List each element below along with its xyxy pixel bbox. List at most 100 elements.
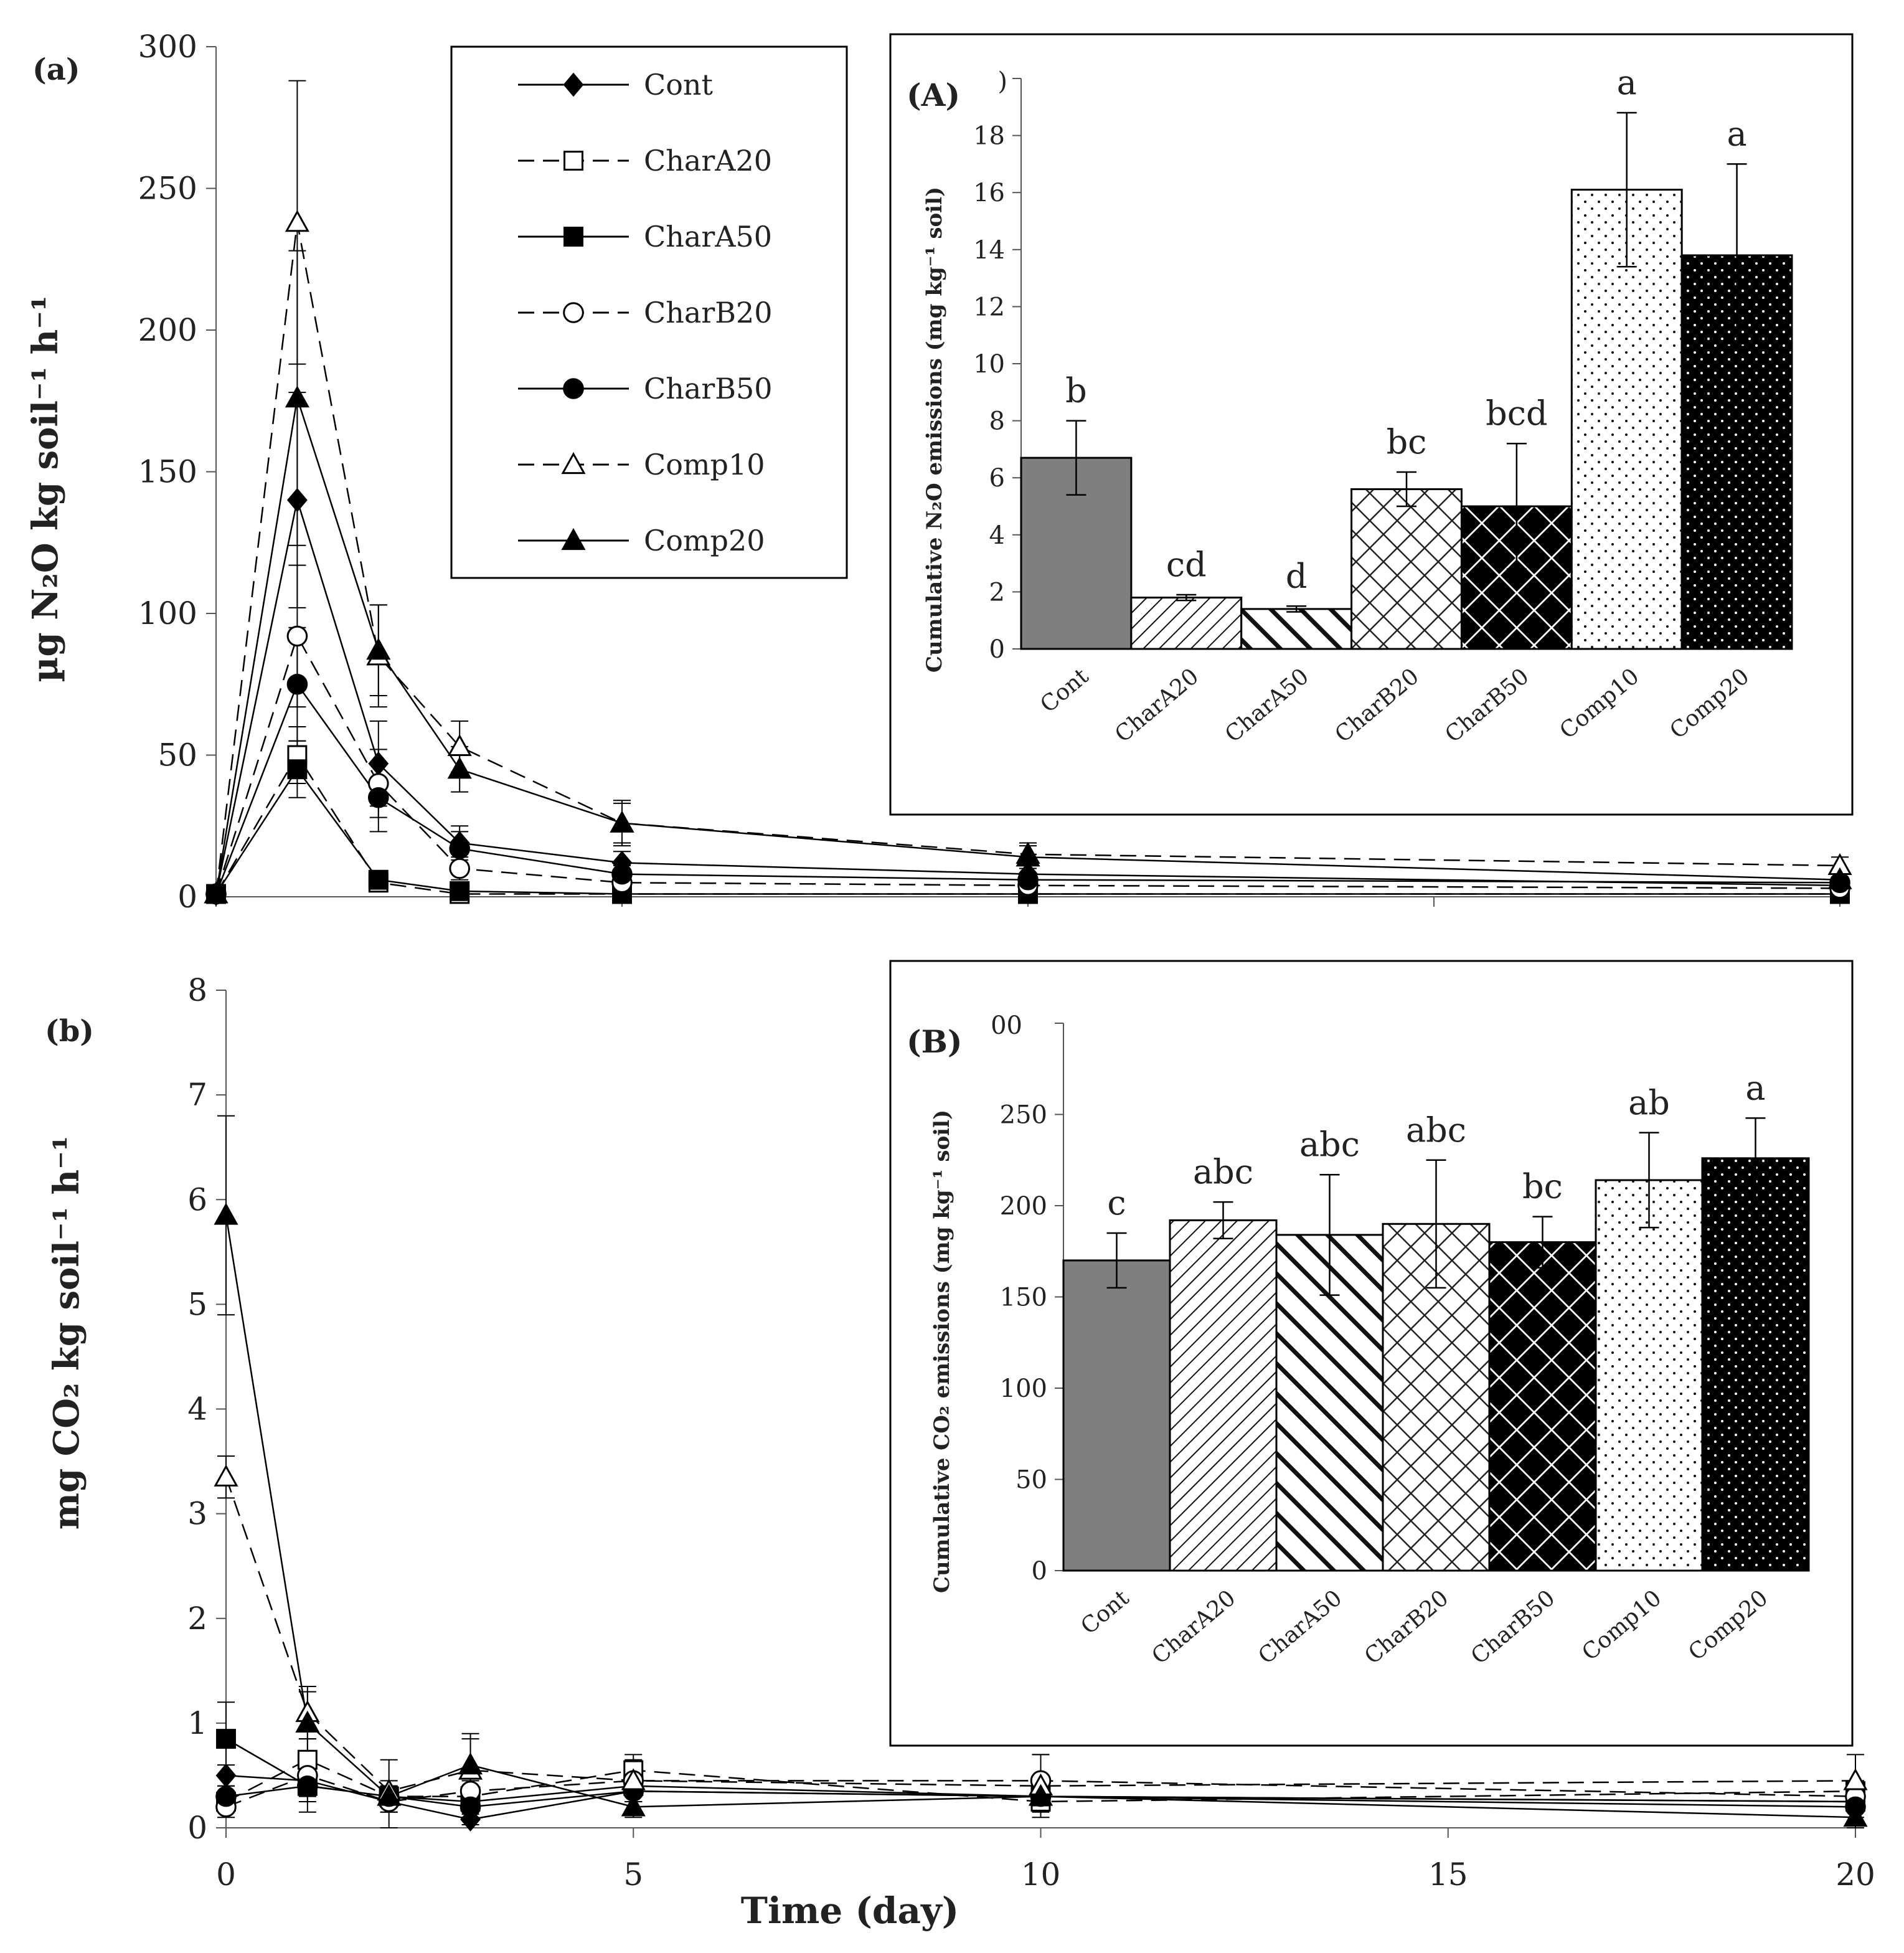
panel-b-y-tick-label: 6 [187, 1181, 207, 1218]
inset-A-y-tick-label: 4 [989, 521, 1005, 550]
inset-B-letter-cont: c [1107, 1183, 1126, 1222]
panel-a-point-comp20 [1827, 867, 1852, 889]
inset-B-bar-chara20 [1169, 1219, 1278, 1572]
panel-b-point-chara50 [216, 1729, 236, 1749]
panel-a-y-tick-label: 250 [138, 171, 197, 207]
panel-b-y-tick-label: 5 [187, 1286, 207, 1322]
legend-entries: Cont CharA20 CharA50 CharB20 CharB50 Comp10 Co… [518, 68, 773, 557]
panel-b-y-tick-label: 4 [187, 1391, 207, 1427]
inset-A-y-tick-label: 14 [973, 236, 1005, 265]
panel-a-point-cont [286, 488, 308, 513]
panel-a-point-chara50 [287, 759, 308, 780]
panel-a-label: (a) [32, 52, 80, 87]
panel-b-y-tick-label: 0 [187, 1810, 207, 1846]
panel-a-point-charb50 [1017, 869, 1039, 891]
inset-A-letter-chara20: cd [1166, 545, 1207, 584]
legend-marker-chara50 [563, 227, 583, 247]
panel-b-point-comp10 [621, 1768, 646, 1790]
legend-marker-cont [563, 72, 584, 97]
legend-label-chara20: CharA20 [644, 144, 772, 177]
inset-B-bar-comp10 [1595, 1179, 1704, 1572]
inset-B-y-tick-label: 100 [1000, 1374, 1047, 1403]
panel-b-y-axis-label: mg CO₂ kg soil⁻¹ h⁻¹ [46, 1136, 87, 1530]
inset-A-y-tick-label: 18 [973, 122, 1005, 151]
inset-A-y-tick-label: 2 [989, 578, 1005, 607]
panel-a-point-chara50 [450, 881, 470, 901]
legend-box [450, 45, 848, 579]
panel-b-x-tick-label: 5 [623, 1856, 643, 1893]
legend-label-charb20: CharB20 [644, 296, 773, 329]
legend-marker-charb20 [563, 302, 584, 323]
inset-B-letter-charb20: abc [1406, 1110, 1466, 1150]
panel-b-point-comp20 [214, 1203, 238, 1225]
inset-B-letter-charb50: bc [1522, 1167, 1563, 1206]
inset-B-letter-chara20: abc [1193, 1152, 1253, 1191]
inset-A-y-tick-label: 8 [989, 407, 1005, 436]
panel-b-y-tick-label: 2 [187, 1601, 207, 1637]
inset-B-bars [1062, 1157, 1810, 1572]
legend-marker-chara20 [563, 151, 583, 171]
panel-a-point-charb50 [368, 787, 389, 808]
inset-A-bar-chara50 [1240, 608, 1353, 650]
legend-label-charb50: CharB50 [644, 372, 773, 405]
legend-label-comp20: Comp20 [644, 524, 765, 557]
x-axis-title: Time (day) [741, 1889, 959, 1932]
inset-A-letter-cont: b [1065, 371, 1087, 410]
panel-a-point-charb50 [611, 863, 633, 885]
inset-B-letter-comp10: ab [1628, 1083, 1670, 1122]
inset-B-significance-letters: c abc abc abc bc ab a [1107, 1068, 1765, 1222]
panel-a-point-comp10 [447, 734, 472, 756]
legend-label-chara50: CharA50 [644, 220, 772, 253]
panel-b-axes: 0 1 2 3 4 5 6 7 8 0 5 10 15 20 [187, 972, 1875, 1893]
panel-a-point-comp20 [366, 638, 391, 660]
inset-B-y-tick-label: 200 [1000, 1192, 1047, 1221]
panel-b-point-comp10 [214, 1464, 238, 1487]
inset-A-top-tick-partial: ) [997, 67, 1007, 96]
inset-B-y-tick-label: 250 [1000, 1101, 1047, 1130]
panel-b-markers [214, 1203, 1868, 1832]
legend-label-cont: Cont [644, 68, 714, 102]
inset-A-y-tick-label: 10 [973, 350, 1005, 379]
panel-a-n2o-flux-chart: (a) µg N₂O kg soil⁻¹ h⁻¹ 050100150200250… [25, 29, 1852, 915]
panel-a-point-charb20 [286, 625, 308, 647]
panel-a-point-chara50 [368, 869, 389, 890]
inset-A-label: (A) [907, 77, 960, 113]
panel-a-y-tick-label: 300 [138, 29, 197, 65]
panel-b-co2-flux-chart: (b) mg CO₂ kg soil⁻¹ h⁻¹ 0 1 2 3 4 5 6 7 8 0 5 10 15… [45, 972, 1875, 1893]
panel-b-point-charb50 [215, 1785, 237, 1807]
inset-A-cumulative-n2o-chart: (A) Cumulative N₂O emissions (mg kg⁻¹ so… [889, 33, 1854, 816]
inset-A-letter-comp10: a [1617, 63, 1637, 102]
panel-b-point-comp20 [458, 1752, 483, 1775]
inset-B-bar-charb50 [1488, 1241, 1597, 1572]
panel-a-point-comp20 [447, 757, 472, 779]
inset-A-error-bars [1066, 111, 1747, 613]
panel-b-point-comp20 [621, 1794, 646, 1817]
panel-b-x-tick-label: 15 [1428, 1856, 1468, 1893]
legend-marker-charb50 [563, 378, 584, 399]
legend-marker-comp20 [561, 527, 586, 551]
panel-a-point-comp20 [285, 385, 309, 408]
panel-a-point-comp20 [610, 810, 634, 833]
panel-a-point-comp20 [1016, 844, 1040, 867]
inset-A-letter-comp20: a [1727, 114, 1746, 153]
inset-A-bar-chara20 [1130, 597, 1243, 650]
inset-B-top-tick-partial: 00 [991, 1011, 1022, 1040]
panel-a-y-tick-label: 200 [138, 312, 197, 348]
panel-b-point-comp10 [1843, 1768, 1868, 1790]
panel-a-point-charb50 [449, 838, 471, 859]
inset-B-label: (B) [907, 1023, 963, 1060]
inset-B-y-tick-label: 0 [1032, 1557, 1047, 1586]
panel-b-x-tick-label: 0 [216, 1856, 236, 1893]
panel-a-y-axis-label: µg N₂O kg soil⁻¹ h⁻¹ [25, 296, 66, 683]
legend: Cont CharA20 CharA50 CharB20 CharB50 Comp10 Co… [450, 45, 848, 579]
inset-B-letter-chara50: abc [1299, 1125, 1360, 1164]
inset-B-error-bars [1106, 1117, 1766, 1296]
inset-B-y-tick-label: 50 [1016, 1466, 1047, 1495]
inset-A-y-tick-label: 16 [973, 179, 1005, 207]
inset-B-y-tick-label: 150 [1000, 1284, 1047, 1312]
inset-A-letter-charb20: bc [1387, 422, 1427, 461]
panel-a-point-comp20 [204, 881, 229, 904]
inset-B-cumulative-co2-chart: (B) Cumulative CO₂ emissions (mg kg⁻¹ so… [889, 960, 1854, 1747]
